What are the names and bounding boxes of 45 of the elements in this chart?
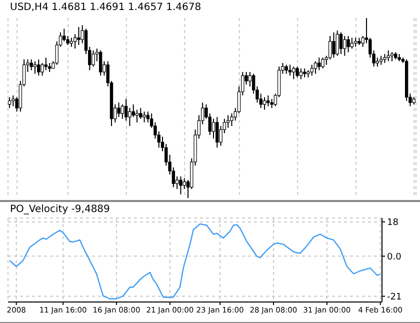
candlestick [332, 32, 336, 58]
candlestick [379, 55, 383, 66]
candlestick [318, 57, 321, 71]
y-tick-label: -21 [387, 292, 402, 302]
candlestick [92, 50, 95, 68]
candlestick [142, 111, 146, 123]
candlestick [179, 176, 182, 195]
y-tick-label: 0.0 [387, 252, 402, 262]
candlestick [262, 96, 266, 110]
line-series [9, 223, 381, 300]
chart-title: USD,H4 1.4681 1.4691 1.4657 1.4678 [10, 2, 202, 13]
candlestick [212, 118, 216, 140]
candlestick [128, 108, 132, 126]
candlestick [310, 64, 314, 76]
candlestick [339, 32, 343, 54]
candlestick [248, 72, 252, 87]
candlestick [386, 50, 390, 62]
candlestick [343, 36, 346, 56]
candlestick [216, 116, 219, 148]
candlestick [292, 66, 296, 80]
candlestick [350, 37, 354, 50]
candlestick [30, 58, 33, 71]
candlestick [296, 66, 299, 78]
candlestick [98, 50, 102, 76]
candlestick [266, 94, 270, 107]
candlestick [117, 102, 120, 118]
candlestick [12, 94, 15, 107]
y-tick-label: 18 [387, 218, 399, 228]
candlestick [120, 104, 124, 120]
candlestick [346, 36, 350, 53]
candlestick [288, 64, 292, 76]
candlestick [44, 57, 48, 71]
candlestick [314, 60, 318, 74]
candlestick [182, 178, 186, 190]
chart-title: PO_Velocity -9,4889 [10, 204, 110, 215]
candlestick [37, 58, 40, 76]
candlestick [62, 28, 66, 42]
candlestick [336, 30, 339, 56]
candlestick [135, 109, 139, 123]
candlestick [321, 57, 324, 69]
candlestick [8, 96, 12, 108]
candlestick [77, 26, 80, 46]
candlestick [33, 60, 37, 74]
candlestick [139, 108, 142, 120]
candlestick [299, 68, 303, 80]
